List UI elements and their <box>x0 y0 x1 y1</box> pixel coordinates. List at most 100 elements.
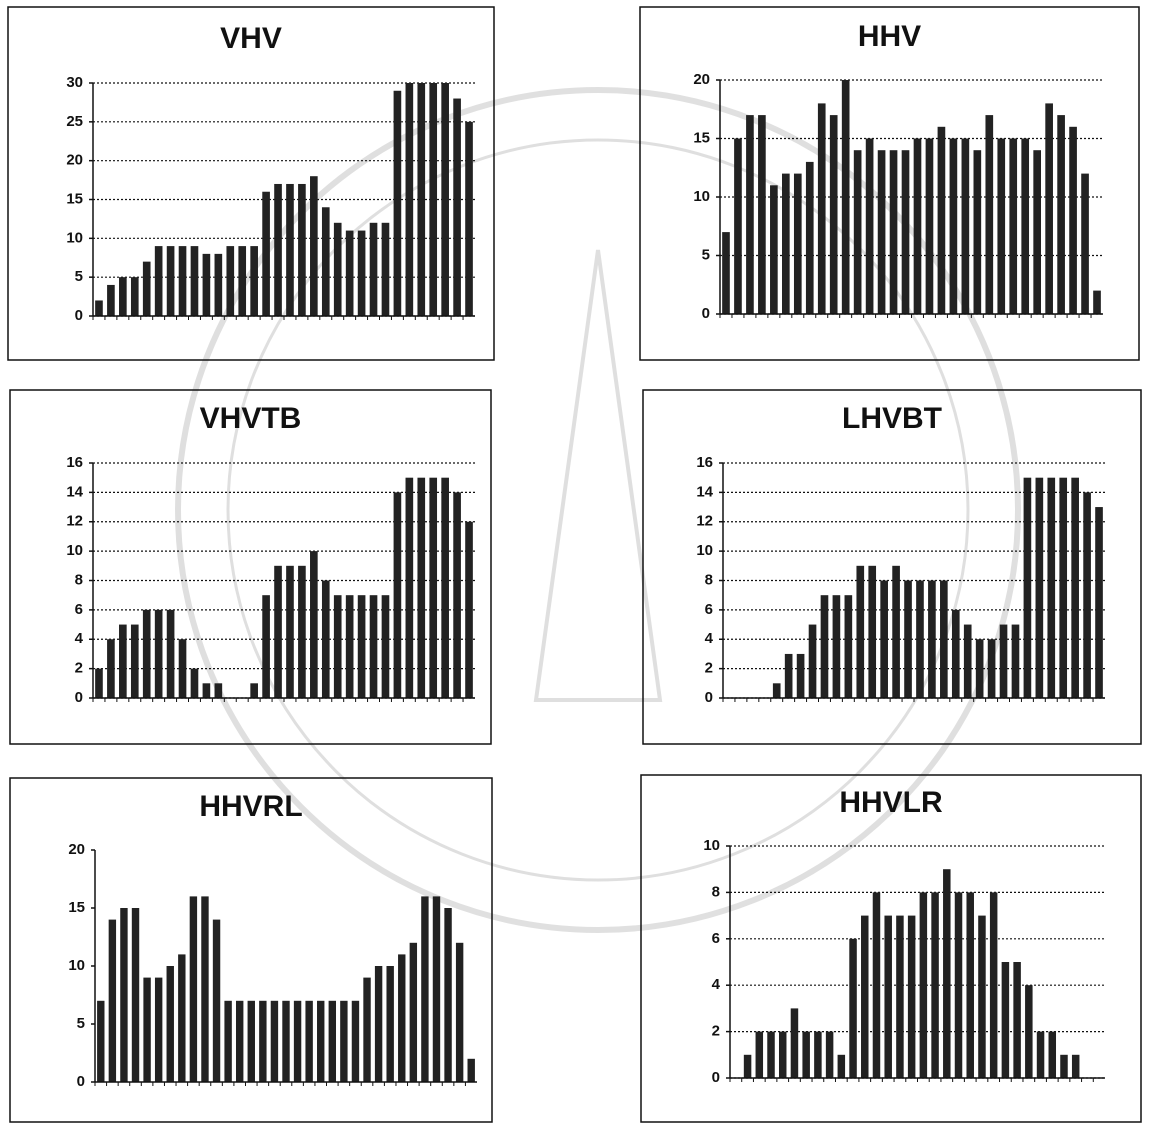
bar <box>190 668 199 698</box>
y-tick-label: 8 <box>712 883 720 900</box>
bar <box>1048 1031 1057 1078</box>
bar <box>961 138 970 314</box>
bar <box>286 565 294 698</box>
bar <box>796 653 805 698</box>
bar <box>119 624 127 698</box>
bar <box>317 1000 325 1082</box>
bar <box>270 1000 279 1082</box>
bar <box>837 1054 846 1078</box>
bar <box>154 977 163 1082</box>
bar <box>328 1000 337 1082</box>
bar <box>235 1000 244 1082</box>
chart-frame <box>642 389 1142 745</box>
y-tick-label: 8 <box>705 571 713 588</box>
bar <box>465 121 473 316</box>
bar <box>274 565 282 698</box>
y-tick-label: 15 <box>693 129 710 146</box>
chart-title: HHVRL <box>199 790 302 823</box>
bar <box>374 966 383 1082</box>
y-tick-label: 0 <box>712 1069 720 1086</box>
bar <box>770 185 778 314</box>
bar <box>931 892 939 1078</box>
bar <box>1035 477 1044 698</box>
bar <box>844 595 853 698</box>
bar <box>421 896 429 1082</box>
bar <box>793 173 802 314</box>
bar <box>409 942 418 1082</box>
y-tick-label: 0 <box>702 305 710 322</box>
bar <box>108 919 117 1082</box>
y-tick-label: 6 <box>712 930 720 947</box>
bar <box>178 246 187 316</box>
bar <box>321 207 330 316</box>
bar <box>1060 1054 1068 1078</box>
bar <box>1093 290 1101 314</box>
chart-title: LHVBT <box>842 402 942 435</box>
bar <box>808 624 817 698</box>
bar <box>889 150 898 314</box>
bar <box>214 683 223 698</box>
bar <box>142 609 151 698</box>
bar <box>916 580 924 698</box>
chart-title: VHVTB <box>200 402 302 435</box>
bar <box>405 477 414 698</box>
bar <box>286 183 294 316</box>
bar <box>369 222 378 316</box>
bar <box>940 580 948 698</box>
bar <box>1009 138 1018 314</box>
watermark <box>175 87 1021 933</box>
chart: LHVBT 0 2 4 6 8 10 12 14 16 <box>642 389 1142 745</box>
bar <box>333 222 342 316</box>
bar <box>746 115 754 314</box>
bar <box>872 892 881 1078</box>
bar <box>429 83 438 316</box>
bar <box>455 942 464 1082</box>
bar <box>1095 507 1103 698</box>
bar <box>405 83 414 316</box>
y-tick-label: 0 <box>77 1073 85 1090</box>
y-tick-label: 16 <box>696 454 713 471</box>
bar <box>913 138 922 314</box>
y-tick-label: 15 <box>68 899 85 916</box>
y-tick-label: 10 <box>68 957 85 974</box>
chart-frame <box>9 777 493 1123</box>
y-tick-label: 20 <box>66 152 83 169</box>
bar <box>393 90 402 317</box>
bar <box>985 115 994 314</box>
bar <box>805 161 814 314</box>
y-tick-label: 5 <box>77 1015 85 1032</box>
y-tick-label: 12 <box>696 513 713 530</box>
bar <box>1013 962 1021 1078</box>
bar <box>340 1000 348 1082</box>
bar <box>978 915 986 1078</box>
bar <box>166 609 175 698</box>
chart: HHVLR 0 2 4 6 8 10 <box>640 774 1142 1123</box>
bar <box>767 1031 775 1078</box>
bar <box>1057 115 1065 314</box>
bar <box>784 653 793 698</box>
y-tick-label: 25 <box>66 113 83 130</box>
bar <box>201 896 209 1082</box>
bar <box>790 1008 799 1078</box>
chart-frame <box>9 389 492 745</box>
bar <box>166 246 175 316</box>
y-tick-label: 4 <box>75 630 84 647</box>
bar <box>262 595 270 698</box>
bar <box>363 977 371 1082</box>
bar <box>274 183 282 316</box>
bar <box>758 115 766 314</box>
y-tick-label: 8 <box>75 571 83 588</box>
bar <box>1083 492 1091 698</box>
bar <box>997 138 1006 314</box>
bar <box>963 624 972 698</box>
bar <box>305 1000 313 1082</box>
bar <box>999 624 1008 698</box>
bar <box>417 477 426 698</box>
bar <box>734 138 742 314</box>
bar <box>880 580 888 698</box>
bar <box>954 892 963 1078</box>
chart-title: HHVLR <box>839 786 943 819</box>
y-tick-label: 0 <box>75 689 83 706</box>
bar <box>861 915 869 1078</box>
bar <box>398 954 406 1082</box>
